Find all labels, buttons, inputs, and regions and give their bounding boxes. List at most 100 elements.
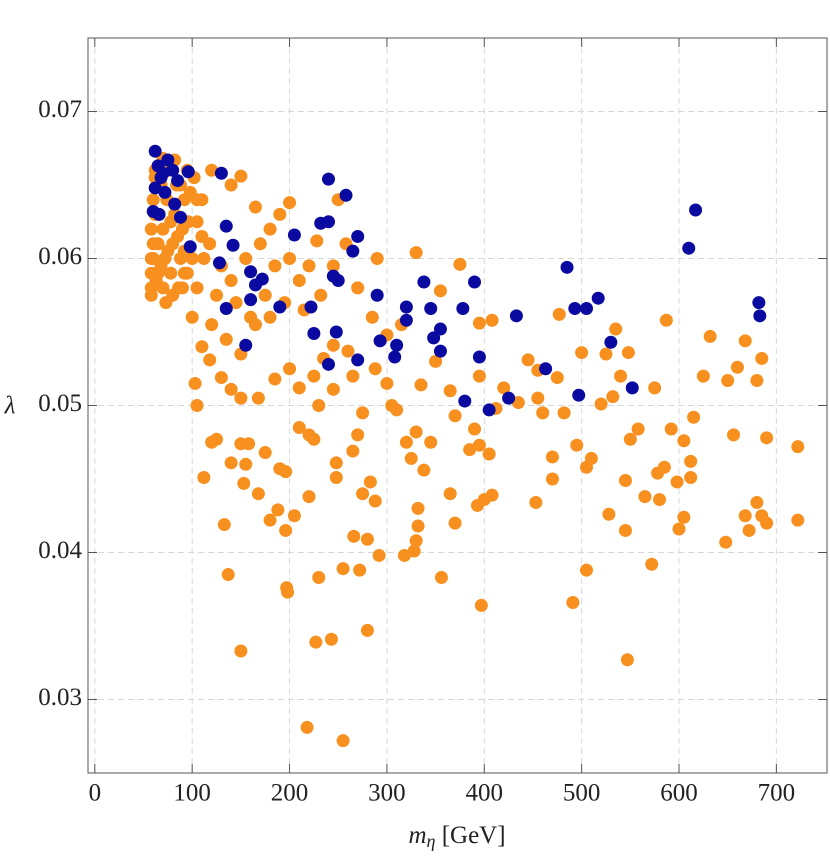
point — [251, 487, 265, 501]
point — [326, 382, 340, 396]
point — [166, 163, 180, 177]
point — [307, 369, 321, 383]
point — [472, 350, 486, 364]
point — [738, 334, 752, 348]
point — [373, 334, 387, 348]
point — [321, 215, 335, 229]
point — [154, 259, 168, 273]
point — [239, 252, 253, 265]
point — [279, 465, 293, 479]
y-tick-label: 0.03 — [38, 684, 82, 711]
point — [482, 403, 496, 417]
x-tick-label: 700 — [758, 780, 796, 807]
point — [351, 428, 365, 442]
point — [604, 335, 618, 349]
point — [433, 344, 447, 358]
point — [312, 399, 326, 412]
point — [397, 548, 411, 562]
point — [217, 518, 231, 532]
point — [304, 300, 318, 314]
point — [621, 346, 635, 360]
point — [753, 309, 767, 323]
point — [219, 301, 233, 315]
point — [244, 293, 258, 307]
point — [307, 326, 321, 340]
point — [566, 595, 580, 609]
point — [539, 362, 553, 376]
point — [703, 329, 717, 343]
point — [521, 353, 535, 367]
point — [602, 507, 616, 521]
point — [623, 432, 637, 446]
point — [214, 371, 228, 385]
point — [144, 288, 158, 302]
point — [670, 475, 684, 489]
point — [472, 316, 486, 330]
point — [321, 357, 335, 371]
point — [380, 376, 394, 390]
point — [292, 421, 306, 435]
point — [360, 623, 374, 637]
point — [329, 471, 343, 485]
point — [302, 490, 316, 504]
point — [336, 734, 350, 748]
point — [409, 246, 423, 260]
points — [144, 144, 805, 748]
point — [283, 362, 297, 376]
point — [482, 447, 496, 461]
point — [370, 288, 384, 302]
point — [614, 369, 628, 383]
point — [210, 288, 224, 302]
point — [529, 496, 543, 510]
point — [399, 313, 413, 327]
point — [448, 516, 462, 530]
y-tick-label: 0.07 — [38, 96, 82, 123]
point — [360, 532, 374, 546]
point — [307, 432, 321, 446]
point — [584, 451, 598, 465]
point — [336, 562, 350, 576]
point — [309, 635, 323, 649]
point — [760, 431, 774, 445]
point — [468, 275, 482, 289]
point — [755, 351, 769, 365]
point — [239, 338, 253, 352]
point — [443, 384, 457, 398]
point — [411, 501, 425, 515]
point — [263, 222, 277, 236]
point — [390, 403, 404, 417]
point — [190, 399, 204, 412]
point — [417, 463, 431, 477]
point — [659, 313, 673, 327]
point — [171, 229, 185, 243]
point — [149, 274, 163, 288]
point — [347, 529, 361, 543]
point — [448, 409, 462, 423]
point — [434, 570, 448, 584]
point — [326, 259, 340, 273]
point — [742, 523, 756, 537]
point — [456, 301, 470, 315]
point — [263, 310, 277, 324]
point — [287, 228, 301, 242]
point — [255, 272, 269, 286]
point — [237, 476, 251, 490]
point — [351, 353, 365, 367]
y-tick-label: 0.06 — [38, 243, 82, 270]
point — [684, 454, 698, 468]
point — [221, 568, 235, 582]
point — [682, 241, 696, 255]
point — [195, 340, 209, 354]
point — [424, 435, 438, 449]
point — [224, 178, 238, 192]
point — [689, 203, 703, 217]
point — [618, 523, 632, 537]
point — [314, 288, 328, 302]
point — [653, 493, 667, 507]
point — [219, 219, 233, 233]
point — [458, 394, 472, 408]
point — [417, 275, 431, 289]
point — [346, 444, 360, 458]
point — [268, 372, 282, 386]
point — [197, 252, 211, 265]
